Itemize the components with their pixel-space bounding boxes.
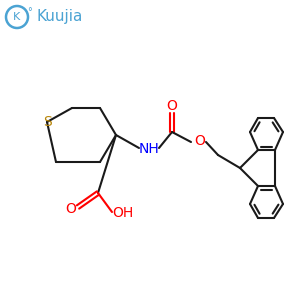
Text: O: O [195, 134, 206, 148]
Text: O: O [167, 99, 177, 113]
Text: Kuujia: Kuujia [37, 10, 83, 25]
Text: NH: NH [139, 142, 159, 156]
Text: S: S [43, 115, 51, 129]
Text: OH: OH [112, 206, 134, 220]
Text: O: O [66, 202, 76, 216]
Text: K: K [14, 12, 21, 22]
Text: °: ° [28, 7, 32, 17]
